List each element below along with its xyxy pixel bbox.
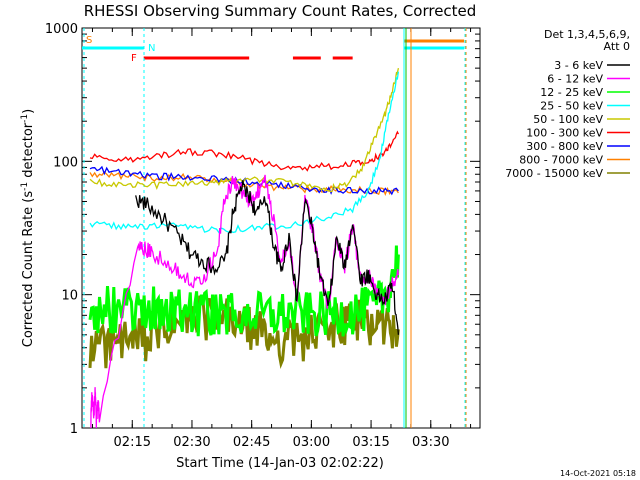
x-tick-label: 02:30 xyxy=(173,435,210,450)
flag-label-f: F xyxy=(131,53,137,64)
series-line-0 xyxy=(135,180,400,335)
x-tick-label: 03:00 xyxy=(293,435,330,450)
chart-title: RHESSI Observing Summary Count Rates, Co… xyxy=(84,2,477,20)
legend-header-att: Att 0 xyxy=(604,40,630,53)
series-layer xyxy=(88,67,400,429)
y-axis-label: Corrected Count Rate (s-1 detector-1) xyxy=(20,109,36,347)
y-axis-label-sup1: -1 xyxy=(20,182,30,191)
legend-header-det: Det 1,3,4,5,6,9, xyxy=(544,28,630,41)
legend-label: 3 - 6 keV xyxy=(554,59,603,72)
y-axis-label-main: Corrected Count Rate (s xyxy=(21,191,36,348)
y-tick-label: 1000 xyxy=(45,22,78,37)
y-tick-label: 100 xyxy=(53,155,78,170)
legend-label: 7000 - 15000 keV xyxy=(505,167,603,180)
y-axis-label-mid: detector xyxy=(21,122,36,182)
x-tick-label: 02:45 xyxy=(233,435,270,450)
x-axis-label: Start Time (14-Jan-03 02:02:22) xyxy=(176,456,384,471)
timestamp: 14-Oct-2021 05:18 xyxy=(560,469,636,478)
y-axis-label-end: ) xyxy=(21,109,36,114)
y-axis-label-sup2: -1 xyxy=(20,114,30,123)
y-tick-label: 10 xyxy=(61,289,78,304)
legend-label: 25 - 50 keV xyxy=(540,100,603,113)
flag-label-s: S xyxy=(86,35,92,46)
x-tick-label: 03:15 xyxy=(352,435,389,450)
plot-frame xyxy=(81,27,481,429)
flag-bars: S NF xyxy=(82,28,467,428)
x-tick-label: 02:15 xyxy=(114,435,151,450)
x-axis: 02:15 02:30 02:45 03:00 03:15 03:30 xyxy=(91,28,472,450)
series-line-5 xyxy=(89,130,399,172)
flag-label-n: N xyxy=(148,43,155,54)
legend-label: 12 - 25 keV xyxy=(540,86,603,99)
series-line-3 xyxy=(89,71,400,234)
series-line-4 xyxy=(89,67,400,193)
series-line-2 xyxy=(88,245,400,337)
legend-label: 50 - 100 keV xyxy=(533,113,603,126)
legend-label: 100 - 300 keV xyxy=(526,127,603,140)
legend-label: 6 - 12 keV xyxy=(547,73,603,86)
legend-label: 300 - 800 keV xyxy=(526,140,603,153)
y-axis: 1 10 100 1000 xyxy=(45,22,480,437)
x-tick-label: 03:30 xyxy=(412,435,449,450)
y-tick-label: 1 xyxy=(70,422,78,437)
legend-label: 800 - 7000 keV xyxy=(519,154,603,167)
